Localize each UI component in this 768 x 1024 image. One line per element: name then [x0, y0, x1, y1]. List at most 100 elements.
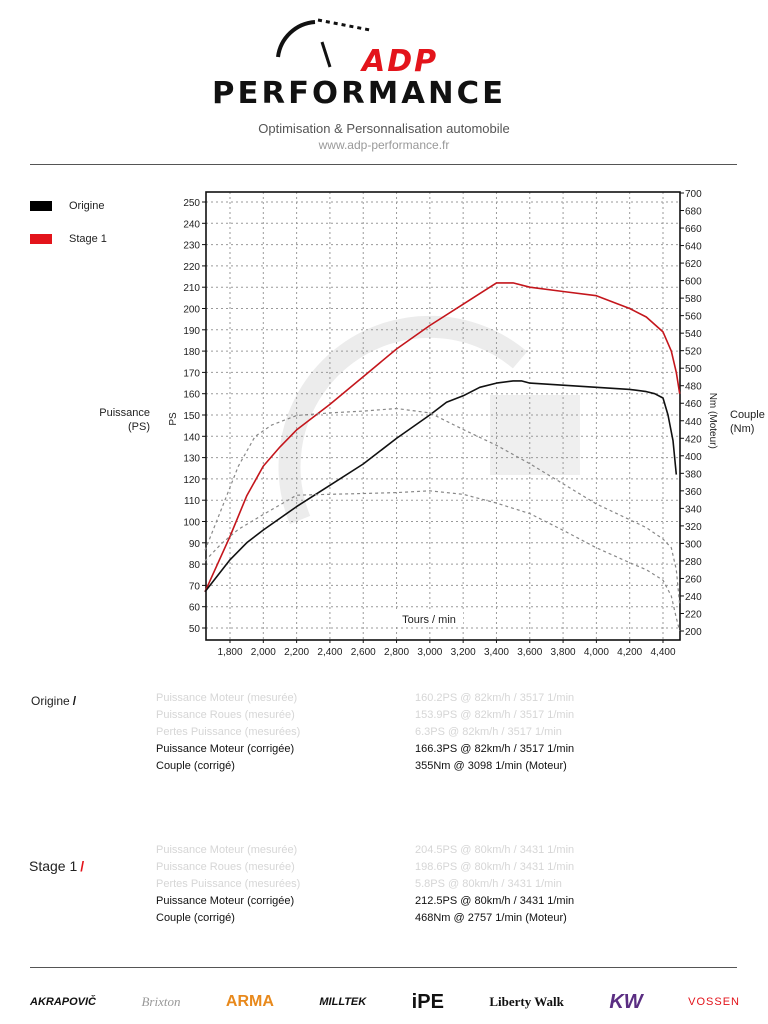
brand-adp: ADP [362, 44, 439, 79]
speedometer-logo-icon [276, 18, 370, 68]
x-axis-title: Tours / min [402, 614, 456, 626]
y2-tick-label: 640 [685, 242, 702, 253]
y2-tick-label: 480 [685, 382, 702, 393]
x-tick-label: 4,400 [650, 647, 675, 658]
legend-item-stage1: Stage 1 [30, 233, 107, 245]
y2-tick-label: 700 [685, 189, 702, 200]
y2-tick-label: 620 [685, 259, 702, 270]
result-metric-value: 153.9PS @ 82km/h / 3517 1/min [415, 709, 575, 721]
series-line [204, 490, 681, 632]
y-tick-label: 150 [183, 411, 200, 422]
website-link[interactable]: www.adp-performance.fr [318, 138, 450, 152]
brand-ipe-logo: iPE [411, 990, 444, 1013]
legend-label: Origine [69, 200, 105, 212]
result-metric-value: 468Nm @ 2757 1/min (Moteur) [415, 912, 567, 924]
y2-tick-label: 420 [685, 434, 702, 445]
result-metric-name: Puissance Roues (mesurée) [156, 861, 295, 873]
brand-libertywalk-logo: Liberty Walk [489, 994, 564, 1009]
result-metric-name: Couple (corrigé) [156, 760, 235, 772]
legend-label: Stage 1 [69, 233, 107, 245]
brand-arma-logo: ARMA [225, 993, 274, 1010]
result-metric-value: 5.8PS @ 80km/h / 3431 1/min [415, 878, 562, 890]
y2-tick-label: 360 [685, 487, 702, 498]
result-metric-value: 198.6PS @ 80km/h / 3431 1/min [415, 861, 575, 873]
y-tick-label: 180 [183, 347, 200, 358]
result-metric-value: 6.3PS @ 82km/h / 3517 1/min [415, 726, 562, 738]
y2-tick-label: 340 [685, 504, 702, 515]
x-tick-label: 1,800 [217, 647, 242, 658]
result-metric-value: 355Nm @ 3098 1/min (Moteur) [415, 760, 567, 772]
results-stage1-names: Puissance Moteur (mesurée) Puissance Roue… [156, 842, 300, 927]
x-tick-label: 4,000 [584, 647, 609, 658]
brand-milltek-logo: MILLTEK [319, 996, 367, 1008]
dyno-chart: 250 240 230 220 210 200 190 180 170 160 150 140 130 1… [168, 189, 718, 658]
result-metric-name: Puissance Moteur (mesurée) [156, 844, 298, 856]
result-metric-value: 166.3PS @ 82km/h / 3517 1/min [415, 743, 575, 755]
y2-tick-label: 580 [685, 294, 702, 305]
x-tick-label: 2,600 [351, 647, 376, 658]
x-tick-label: 2,000 [251, 647, 276, 658]
x-tick-label: 2,200 [284, 647, 309, 658]
y-tick-label: 80 [189, 560, 201, 571]
y2-tick-label: 260 [685, 574, 702, 585]
y2-tick-label: 380 [685, 469, 702, 480]
results-stage1-title: Stage 1 [29, 858, 78, 874]
left-axis-title: Puissance (PS) [80, 406, 150, 434]
y-tick-label: 170 [183, 368, 200, 379]
result-metric-name: Puissance Roues (mesurée) [156, 709, 295, 721]
y2-tick-label: 660 [685, 224, 702, 235]
y-tick-label: 120 [183, 475, 200, 486]
y-tick-label: 190 [183, 326, 200, 337]
y-tick-label: 100 [183, 518, 200, 529]
x-tick-label: 3,200 [451, 647, 476, 658]
watermark-icon [278, 315, 528, 525]
brand-kw-logo: KW [609, 990, 643, 1013]
x-axis-title-bg [395, 612, 463, 626]
x-tick-label: 2,400 [317, 647, 342, 658]
y2-tick-label: 440 [685, 417, 702, 428]
y2-tick-label: 540 [685, 329, 702, 340]
y2-tick-label: 320 [685, 522, 702, 533]
header-divider [30, 164, 737, 165]
results-origine-names: Puissance Moteur (mesurée) Puissance Roue… [156, 690, 300, 775]
right-axis-title-line1: Couple [730, 409, 765, 421]
partner-brands: AKRAPOVIČ Brixton ARMA MILLTEK iPE Liber… [30, 985, 740, 1019]
brand-brixton-logo: Brixton [141, 994, 181, 1009]
y2-tick-label: 560 [685, 312, 702, 323]
result-metric-name: Puissance Moteur (mesurée) [156, 692, 298, 704]
y2-tick-label: 520 [685, 347, 702, 358]
slash-icon: / [80, 858, 85, 874]
y-tick-label: 220 [183, 262, 200, 273]
y2-tick-label: 280 [685, 557, 702, 568]
result-metric-value: 160.2PS @ 82km/h / 3517 1/min [415, 692, 575, 704]
results-stage1-values: 204.5PS @ 80km/h / 3431 1/min 198.6PS @ 8… [415, 842, 574, 927]
results-label-origine: Origine / [31, 694, 76, 708]
y-tick-label: 90 [189, 539, 201, 550]
y2-tick-label: 400 [685, 452, 702, 463]
y2-tick-label: 220 [685, 609, 702, 620]
results-origine-title: Origine [31, 694, 70, 708]
results-label-stage1: Stage 1/ [29, 858, 84, 874]
y2-tick-label: 500 [685, 364, 702, 375]
result-metric-name: Couple (corrigé) [156, 912, 235, 924]
result-metric-name: Pertes Puissance (mesurées) [156, 726, 301, 738]
watermark-icon [490, 395, 580, 475]
series-line [204, 380, 678, 593]
y-tick-label: 160 [183, 390, 200, 401]
y-tick-label: 230 [183, 241, 200, 252]
y-tick-label: 250 [183, 198, 200, 209]
y-tick-label: 130 [183, 454, 200, 465]
legend-swatch-red [30, 234, 52, 244]
y2-axis-unit: Nm (Moteur) [707, 393, 718, 449]
result-metric-value: 204.5PS @ 80km/h / 3431 1/min [415, 844, 575, 856]
legend-swatch-black [30, 201, 52, 211]
y-tick-label: 140 [183, 432, 200, 443]
result-metric-name: Puissance Moteur (corrigée) [156, 895, 295, 907]
result-metric-value: 212.5PS @ 80km/h / 3431 1/min [415, 895, 575, 907]
x-tick-label: 3,000 [417, 647, 442, 658]
y-tick-label: 200 [183, 305, 200, 316]
series-line [204, 407, 681, 605]
left-axis-title-line1: Puissance [99, 407, 150, 419]
x-tick-label: 3,800 [551, 647, 576, 658]
slash-icon: / [72, 694, 77, 708]
